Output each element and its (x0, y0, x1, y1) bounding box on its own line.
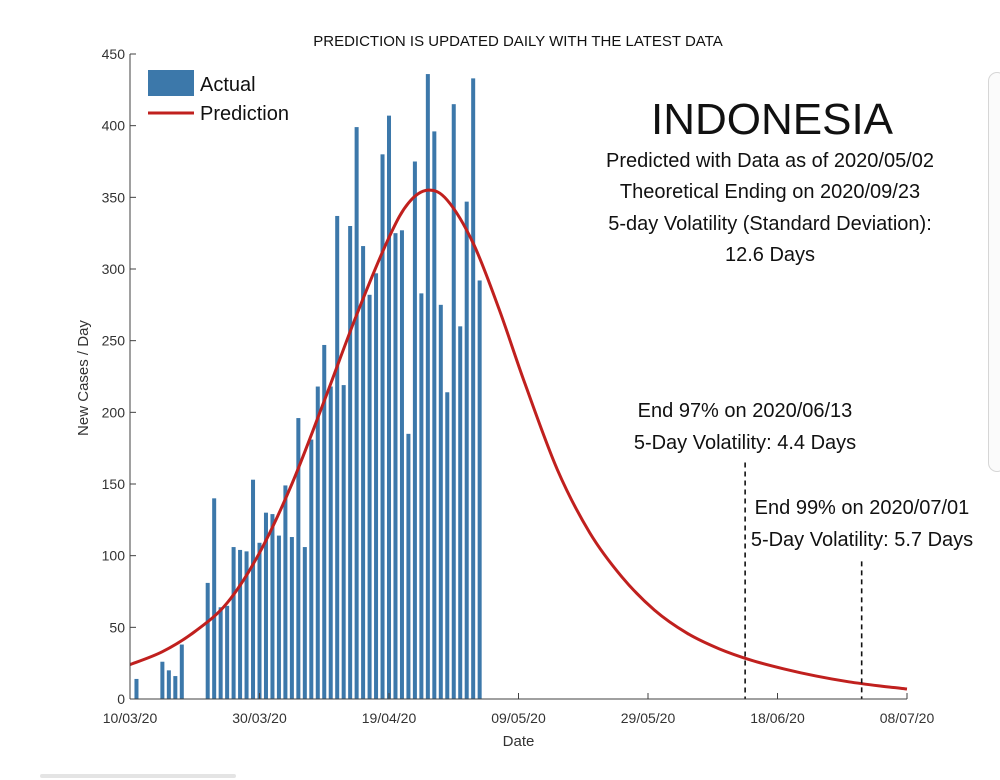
scrollbar[interactable] (988, 72, 1000, 472)
bar-actual (289, 537, 294, 699)
bottom-edge-bar (40, 774, 236, 778)
bar-actual (471, 78, 476, 699)
bar-actual (263, 512, 268, 699)
x-tick-label: 30/03/20 (232, 710, 287, 726)
bar-actual (361, 246, 366, 700)
bar-actual (251, 479, 256, 699)
bar-actual (283, 485, 288, 699)
y-tick-label: 0 (117, 691, 125, 707)
bar-actual (380, 154, 385, 700)
bar-actual (134, 678, 139, 699)
x-tick-label: 08/07/20 (880, 710, 935, 726)
prediction-curve (129, 188, 908, 691)
bar-actual (341, 385, 346, 699)
bar-actual (309, 439, 314, 699)
bar-actual (477, 280, 482, 699)
x-tick-label: 10/03/20 (103, 710, 158, 726)
annotation-97-volatility: 5-Day Volatility: 4.4 Days (634, 432, 856, 454)
annotation-97-title: End 97% on 2020/06/13 (638, 400, 853, 422)
bar-actual (354, 127, 359, 700)
bar-actual (335, 215, 340, 699)
legend-prediction-label: Prediction (200, 103, 289, 125)
bar-actual (438, 304, 443, 699)
bar-actual (238, 549, 243, 699)
bar-actual (231, 547, 236, 699)
x-tick-label: 18/06/20 (750, 710, 805, 726)
y-tick-label: 50 (109, 619, 125, 635)
bar-actual (179, 644, 184, 699)
bar-actual (464, 201, 469, 699)
bar-actual (212, 498, 217, 699)
x-tick-label: 09/05/20 (491, 710, 546, 726)
y-tick-label: 250 (102, 333, 126, 349)
bar-actual (315, 386, 320, 699)
y-tick-label: 100 (102, 548, 126, 564)
chart-header: PREDICTION IS UPDATED DAILY WITH THE LAT… (313, 33, 723, 50)
bar-actual (218, 607, 223, 699)
y-tick-label: 450 (102, 46, 126, 62)
bar-actual (160, 661, 165, 699)
y-tick-label: 400 (102, 118, 126, 134)
bar-actual (412, 161, 417, 699)
bar-actual (225, 605, 230, 699)
info-line: Theoretical Ending on 2020/09/23 (620, 181, 920, 203)
bar-actual (302, 547, 307, 699)
bar-actual (348, 226, 353, 699)
x-tick-label: 19/04/20 (362, 710, 417, 726)
bar-actual (322, 344, 327, 699)
y-tick-label: 350 (102, 189, 126, 205)
bar-actual (257, 542, 262, 699)
bar-actual (270, 514, 275, 699)
bar-actual (445, 392, 450, 699)
legend-actual-label: Actual (200, 74, 256, 96)
bar-actual (419, 293, 424, 699)
y-tick-label: 150 (102, 476, 126, 492)
info-line: 12.6 Days (725, 244, 815, 266)
country-title: INDONESIA (651, 95, 894, 144)
bar-actual (432, 131, 437, 699)
legend-actual-swatch (148, 70, 194, 96)
info-line: Predicted with Data as of 2020/05/02 (606, 150, 934, 172)
bar-actual (205, 582, 210, 699)
bar-actual (367, 294, 372, 699)
bar-actual (276, 535, 281, 699)
bar-actual (244, 551, 249, 699)
bar-actual (406, 433, 411, 699)
bar-actual (166, 670, 171, 699)
bar-actual (386, 115, 392, 700)
bar-actual (425, 74, 430, 700)
info-line: 5-day Volatility (Standard Deviation): (608, 213, 932, 235)
bar-actual (328, 386, 333, 699)
y-tick-label: 200 (102, 404, 126, 420)
bar-actual (399, 230, 404, 700)
y-tick-label: 300 (102, 261, 126, 277)
bar-actual (374, 273, 379, 699)
y-axis-label: New Cases / Day (75, 320, 92, 436)
annotation-99-volatility: 5-Day Volatility: 5.7 Days (751, 529, 973, 551)
bar-actual (173, 676, 178, 699)
bar-actual (458, 326, 463, 699)
bar-actual (393, 233, 398, 699)
bar-actual (296, 418, 301, 699)
annotation-99-title: End 99% on 2020/07/01 (755, 497, 970, 519)
bar-actual (451, 104, 456, 699)
x-tick-label: 29/05/20 (621, 710, 676, 726)
x-axis-label: Date (503, 733, 535, 750)
